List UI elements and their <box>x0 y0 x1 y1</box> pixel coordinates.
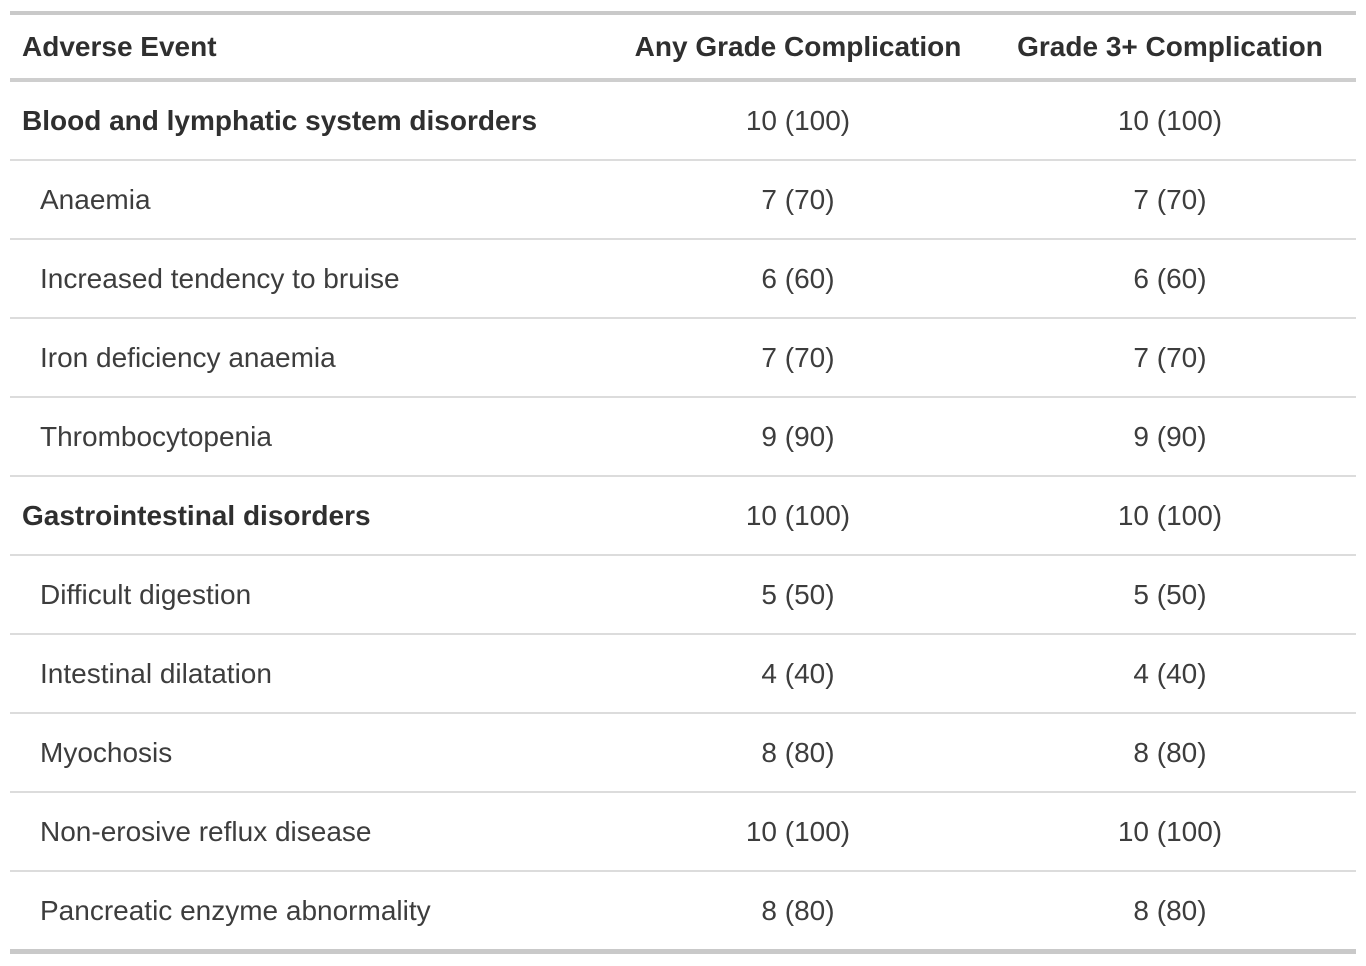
header-row: Adverse Event Any Grade Complication Gra… <box>10 13 1356 82</box>
grade3-value-cell: 7 (70) <box>984 160 1356 240</box>
any-grade-value-cell: 6 (60) <box>612 239 984 319</box>
grade3-value-cell: 5 (50) <box>984 555 1356 635</box>
any-grade-value-cell: 7 (70) <box>612 160 984 240</box>
adverse-event-cell: Myochosis <box>10 713 612 793</box>
item-row: Anaemia 7 (70) 7 (70) <box>10 160 1356 240</box>
adverse-event-cell: Blood and lymphatic system disorders <box>10 80 612 161</box>
item-row: Pancreatic enzyme abnormality 8 (80) 8 (… <box>10 871 1356 952</box>
adverse-event-cell: Iron deficiency anaemia <box>10 318 612 398</box>
item-row: Thrombocytopenia 9 (90) 9 (90) <box>10 397 1356 477</box>
adverse-event-cell: Gastrointestinal disorders <box>10 476 612 556</box>
adverse-event-cell: Intestinal dilatation <box>10 634 612 714</box>
any-grade-value-cell: 5 (50) <box>612 555 984 635</box>
adverse-event-cell: Non-erosive reflux disease <box>10 792 612 872</box>
grade3-value-cell: 10 (100) <box>984 476 1356 556</box>
any-grade-value-cell: 4 (40) <box>612 634 984 714</box>
grade3-value-cell: 6 (60) <box>984 239 1356 319</box>
grade3-value-cell: 10 (100) <box>984 80 1356 161</box>
any-grade-value-cell: 7 (70) <box>612 318 984 398</box>
item-row: Intestinal dilatation 4 (40) 4 (40) <box>10 634 1356 714</box>
adverse-event-cell: Anaemia <box>10 160 612 240</box>
adverse-events-table: Adverse Event Any Grade Complication Gra… <box>10 11 1356 954</box>
grade3-value-cell: 9 (90) <box>984 397 1356 477</box>
any-grade-value-cell: 10 (100) <box>612 792 984 872</box>
adverse-event-cell: Increased tendency to bruise <box>10 239 612 319</box>
grade3-value-cell: 8 (80) <box>984 713 1356 793</box>
group-row: Blood and lymphatic system disorders 10 … <box>10 80 1356 161</box>
column-header-any-grade-complication: Any Grade Complication <box>612 13 984 82</box>
group-row: Gastrointestinal disorders 10 (100) 10 (… <box>10 476 1356 556</box>
item-row: Myochosis 8 (80) 8 (80) <box>10 713 1356 793</box>
item-row: Iron deficiency anaemia 7 (70) 7 (70) <box>10 318 1356 398</box>
any-grade-value-cell: 10 (100) <box>612 476 984 556</box>
adverse-event-cell: Difficult digestion <box>10 555 612 635</box>
any-grade-value-cell: 8 (80) <box>612 713 984 793</box>
column-header-grade3-complication: Grade 3+ Complication <box>984 13 1356 82</box>
grade3-value-cell: 7 (70) <box>984 318 1356 398</box>
grade3-value-cell: 8 (80) <box>1133 894 1207 926</box>
any-grade-value-cell: 8 (80) <box>761 894 835 926</box>
adverse-event-cell: Thrombocytopenia <box>10 397 612 477</box>
any-grade-value-cell: 9 (90) <box>612 397 984 477</box>
column-header-adverse-event: Adverse Event <box>10 13 612 82</box>
adverse-event-cell: Pancreatic enzyme abnormality <box>40 894 431 926</box>
grade3-value-cell: 4 (40) <box>984 634 1356 714</box>
item-row: Non-erosive reflux disease 10 (100) 10 (… <box>10 792 1356 872</box>
any-grade-value-cell: 10 (100) <box>612 80 984 161</box>
item-row: Difficult digestion 5 (50) 5 (50) <box>10 555 1356 635</box>
grade3-value-cell: 10 (100) <box>984 792 1356 872</box>
item-row: Increased tendency to bruise 6 (60) 6 (6… <box>10 239 1356 319</box>
